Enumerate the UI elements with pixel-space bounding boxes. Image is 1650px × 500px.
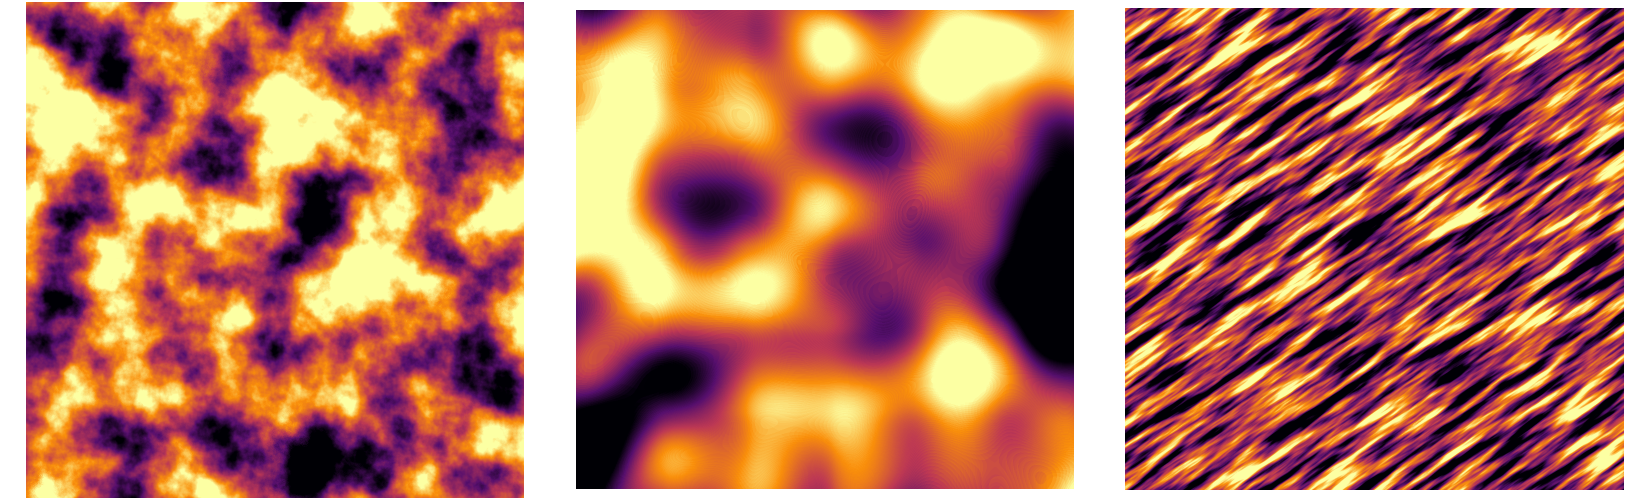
field-panel <box>1125 8 1624 490</box>
field-panel <box>576 10 1074 489</box>
field-panel <box>26 2 524 498</box>
anisotropic-field <box>1125 8 1624 490</box>
